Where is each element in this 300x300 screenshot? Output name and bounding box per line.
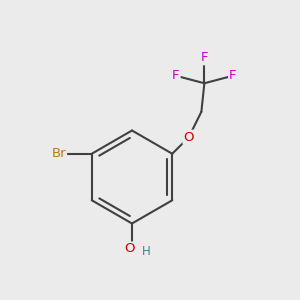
- Text: F: F: [229, 69, 237, 82]
- Text: H: H: [142, 245, 151, 258]
- Text: O: O: [124, 242, 135, 256]
- Text: F: F: [172, 69, 180, 82]
- Text: F: F: [201, 51, 208, 64]
- Text: Br: Br: [51, 147, 66, 160]
- Text: O: O: [184, 131, 194, 144]
